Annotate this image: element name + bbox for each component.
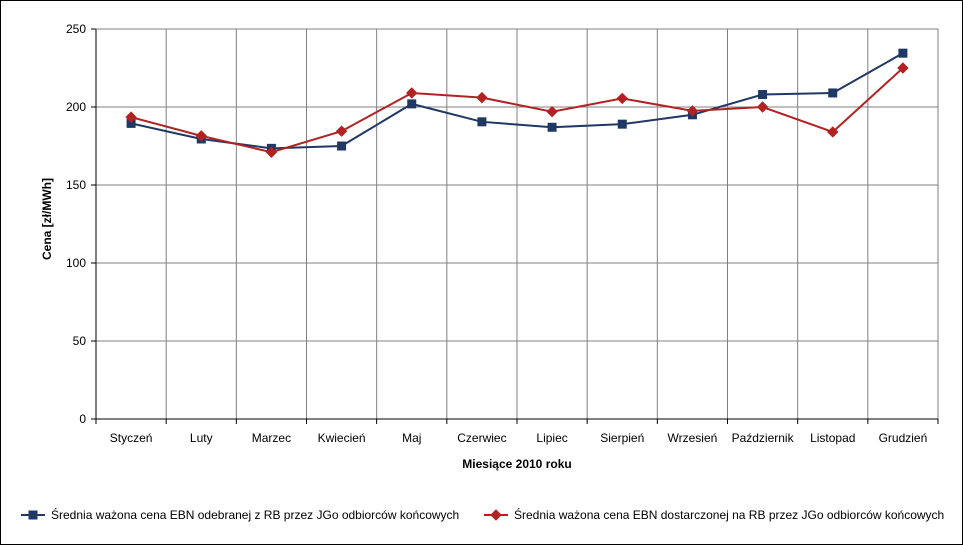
x-tick-labels: Styczeń Luty Marzec Kwiecień Maj Czerwiec Lipi…	[110, 431, 928, 445]
x-tick-label: Marzec	[252, 431, 291, 445]
square-marker	[898, 48, 908, 58]
y-tick-label: 150	[66, 178, 86, 192]
diamond-marker	[546, 105, 558, 118]
y-tick-label: 250	[66, 22, 86, 36]
square-marker	[547, 122, 557, 132]
square-marker	[758, 90, 768, 100]
legend-label: Średnia ważona cena EBN odebranej z RB p…	[51, 507, 459, 522]
grid-lines	[96, 28, 938, 419]
x-tick-label: Listopad	[810, 431, 855, 445]
series-line	[130, 52, 904, 150]
x-tick-label: Styczeń	[110, 431, 153, 445]
square-marker	[617, 119, 627, 129]
x-tick-label: Luty	[190, 431, 213, 445]
diamond-marker	[476, 91, 488, 104]
y-tick-label: 200	[66, 100, 86, 114]
x-tick-label: Kwiecień	[318, 431, 366, 445]
legend: Średnia ważona cena EBN odebranej z RB p…	[21, 507, 944, 522]
legend-item-1: Średnia ważona cena EBN odebranej z RB p…	[21, 507, 459, 522]
series-line	[130, 67, 904, 154]
series-group	[125, 48, 909, 158]
diamond-marker	[335, 125, 348, 137]
y-tick-label: 100	[66, 256, 86, 270]
diamond-marker	[265, 146, 278, 158]
x-tick-label: Lipiec	[536, 431, 567, 445]
diamond-marker	[125, 111, 137, 123]
x-axis-title: Miesiące 2010 roku	[462, 457, 571, 471]
y-tick-labels: 0 50 100 150 200 250	[66, 22, 86, 426]
diamond-marker	[827, 126, 839, 138]
square-marker	[337, 141, 347, 151]
x-tick-label: Maj	[402, 431, 421, 445]
y-axis-title: Cena [zł/MWh]	[40, 178, 54, 260]
x-tick-label: Październik	[732, 431, 795, 445]
diamond-marker	[686, 105, 699, 117]
diamond-marker	[616, 92, 628, 105]
x-tick-label: Sierpień	[600, 431, 644, 445]
diamond-marker	[756, 101, 769, 113]
legend-item-2: Średnia ważona cena EBN dostarczonej na …	[484, 507, 944, 522]
square-marker	[477, 117, 487, 127]
square-marker	[407, 99, 417, 109]
series-2	[125, 62, 909, 158]
square-marker	[28, 510, 38, 520]
diamond-marker	[406, 87, 418, 99]
diamond-marker	[195, 130, 207, 142]
y-tick-label: 0	[79, 412, 86, 426]
x-tick-label: Czerwiec	[457, 431, 506, 445]
legend-label: Średnia ważona cena EBN dostarczonej na …	[514, 507, 944, 522]
x-tick-label: Grudzień	[879, 431, 928, 445]
diamond-marker	[897, 62, 909, 74]
y-tick-label: 50	[73, 334, 87, 348]
diamond-marker	[490, 509, 502, 521]
axes	[91, 28, 939, 424]
x-tick-label: Wrzesień	[668, 431, 718, 445]
square-marker	[828, 88, 838, 98]
